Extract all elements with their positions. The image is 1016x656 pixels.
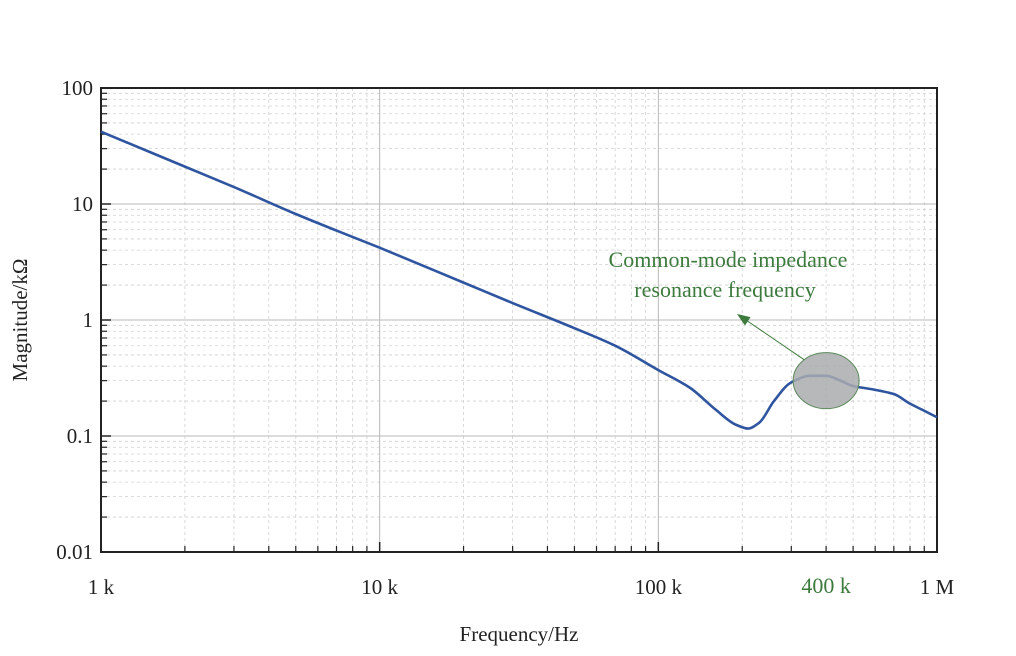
y-tick-label: 10 xyxy=(72,192,93,216)
annotation-arrow-line xyxy=(742,317,805,361)
minor-grid xyxy=(101,88,937,552)
resonance-highlight-ellipse xyxy=(792,352,860,410)
series-layer xyxy=(100,130,938,430)
y-tick-label: 1 xyxy=(83,308,94,332)
x-tick-label: 1 k xyxy=(88,575,115,599)
tick-labels: 1 k 10 k 100 k 1 M 0.01 0.1 1 10 100 xyxy=(56,76,954,599)
x-tick-label: 10 k xyxy=(361,575,398,599)
impedance-series-line xyxy=(100,130,938,430)
annotation-line-1: Common-mode impedance xyxy=(609,247,848,272)
plot-frame xyxy=(100,87,938,553)
annotation-layer: Common-mode impedance resonance frequenc… xyxy=(609,247,860,598)
y-axis-title: Magnitude/kΩ xyxy=(8,259,32,382)
y-tick-label: 0.1 xyxy=(67,424,93,448)
annotation-line-2: resonance frequency xyxy=(634,277,815,302)
x-tick-label: 100 k xyxy=(635,575,683,599)
y-tick-label: 0.01 xyxy=(56,540,93,564)
x-axis-title: Frequency/Hz xyxy=(460,622,579,646)
y-tick-label: 100 xyxy=(62,76,94,100)
annotation-400k-label: 400 k xyxy=(801,573,851,598)
annotation-arrow-head xyxy=(737,314,751,326)
x-tick-label: 1 M xyxy=(920,575,955,599)
